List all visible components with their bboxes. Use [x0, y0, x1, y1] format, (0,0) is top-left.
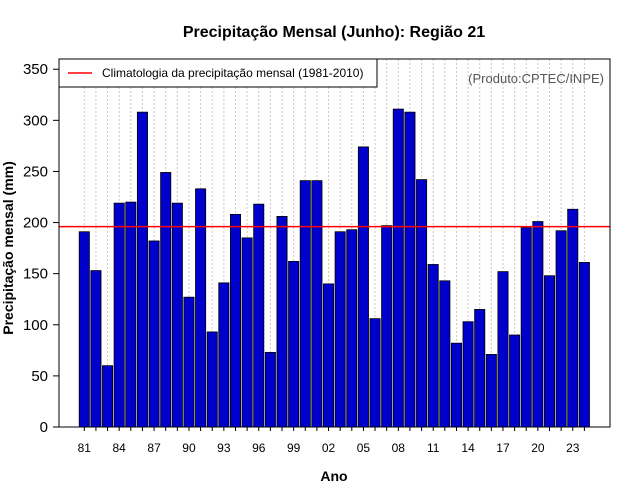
bar-07	[381, 225, 393, 428]
bar-16	[485, 354, 497, 428]
bar-92	[206, 331, 218, 428]
bar-02	[323, 283, 335, 428]
x-tick-label: 23	[566, 441, 580, 455]
bar-87	[148, 240, 160, 428]
bar-96	[253, 203, 265, 428]
bar-15	[474, 309, 486, 428]
bar-20	[532, 221, 544, 428]
bar-85	[125, 201, 137, 428]
x-tick-label: 96	[252, 441, 266, 455]
y-tick-label: 50	[31, 368, 48, 385]
bar-99	[288, 260, 300, 428]
bars	[78, 108, 590, 428]
bar-94	[229, 213, 241, 428]
x-tick-label: 81	[78, 441, 92, 455]
bar-24	[578, 262, 590, 428]
x-tick-label: 20	[531, 441, 545, 455]
legend-label: Climatologia da precipitação mensal (198…	[102, 66, 363, 80]
bar-98	[276, 216, 288, 428]
y-tick-label: 350	[23, 61, 48, 78]
y-tick-label: 150	[23, 266, 48, 283]
bar-05	[357, 146, 369, 428]
source-label: (Produto:CPTEC/INPE)	[468, 71, 604, 86]
x-tick-label: 87	[147, 441, 161, 455]
x-tick-label: 11	[427, 441, 440, 455]
bar-91	[195, 188, 207, 428]
y-tick-label: 0	[40, 419, 48, 436]
x-tick-label: 08	[392, 441, 406, 455]
bar-14	[462, 321, 474, 428]
bar-86	[136, 111, 148, 428]
y-axis: 0 50 100 150 200 250 300 350	[23, 61, 59, 436]
x-axis-label: Ano	[320, 468, 347, 484]
x-tick-label: 14	[461, 441, 475, 455]
bar-95	[241, 237, 253, 428]
bar-93	[218, 282, 230, 428]
bar-09	[404, 111, 416, 428]
bar-12	[439, 280, 451, 428]
bar-11	[427, 264, 439, 428]
x-tick-label: 17	[496, 441, 510, 455]
bar-82	[90, 270, 102, 428]
bar-83	[102, 365, 114, 428]
x-tick-label: 93	[217, 441, 231, 455]
x-tick-label: 02	[322, 441, 336, 455]
bar-90	[183, 296, 195, 428]
bar-21	[544, 275, 556, 428]
bar-97	[264, 351, 276, 428]
bar-19	[520, 227, 532, 428]
bar-18	[509, 334, 521, 428]
bar-10	[416, 179, 428, 428]
bar-84	[113, 202, 125, 428]
bar-22	[555, 230, 567, 428]
y-tick-label: 100	[23, 317, 48, 334]
bar-89	[171, 202, 183, 428]
legend-box	[58, 58, 378, 88]
bar-00	[299, 180, 311, 428]
bar-08	[392, 108, 404, 428]
y-tick-label: 200	[23, 215, 48, 232]
legend: Climatologia da precipitação mensal (198…	[58, 58, 378, 88]
x-tick-label: 90	[182, 441, 196, 455]
x-tick-label: 05	[357, 441, 371, 455]
y-axis-label: Precipitação mensal (mm)	[0, 161, 16, 335]
x-tick-label: 84	[113, 441, 127, 455]
bar-01	[311, 180, 323, 428]
bar-81	[78, 231, 90, 428]
bar-17	[497, 271, 509, 428]
x-tick-label: 99	[287, 441, 301, 455]
y-tick-label: 250	[23, 163, 48, 180]
bar-23	[567, 208, 579, 428]
bar-06	[369, 318, 381, 428]
bar-13	[450, 342, 462, 428]
bar-88	[160, 172, 172, 428]
y-tick-label: 300	[23, 112, 48, 129]
bar-03	[334, 231, 346, 428]
bar-04	[346, 229, 358, 428]
x-axis: 81 84 87 90 93 96 99 02 05 08 11 14 17 20 23	[78, 427, 585, 455]
chart-title: Precipitação Mensal (Junho): Região 21	[183, 24, 485, 41]
